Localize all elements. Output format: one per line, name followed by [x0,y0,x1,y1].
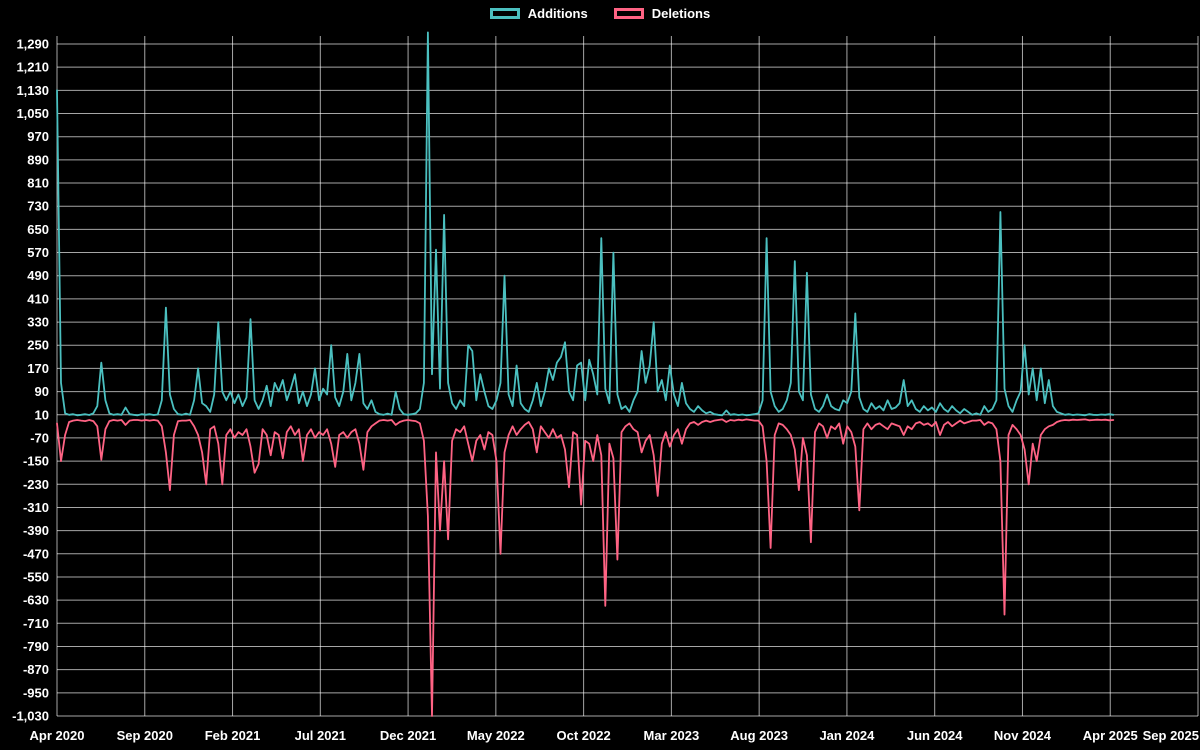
svg-text:-550: -550 [23,569,49,584]
svg-text:Jul 2021: Jul 2021 [295,728,346,743]
svg-text:410: 410 [27,291,49,306]
legend-label-deletions: Deletions [651,6,711,21]
svg-text:1,290: 1,290 [16,37,49,52]
svg-text:-790: -790 [23,639,49,654]
svg-text:-230: -230 [23,477,49,492]
svg-text:650: 650 [27,222,49,237]
svg-text:Jun 2024: Jun 2024 [907,728,963,743]
deletions-swatch-icon [613,8,644,19]
svg-text:-630: -630 [23,593,49,608]
chart-legend: Additions Deletions [0,6,1200,21]
svg-text:330: 330 [27,315,49,330]
svg-text:1,050: 1,050 [16,106,49,121]
svg-text:-470: -470 [23,546,49,561]
svg-text:-390: -390 [23,523,49,538]
svg-text:-1,030: -1,030 [12,709,49,724]
svg-text:Aug 2023: Aug 2023 [730,728,788,743]
svg-text:-150: -150 [23,454,49,469]
svg-text:Dec 2021: Dec 2021 [380,728,436,743]
svg-text:-870: -870 [23,662,49,677]
svg-text:Mar 2023: Mar 2023 [644,728,700,743]
additions-swatch-icon [489,8,520,19]
svg-text:Jan 2024: Jan 2024 [819,728,875,743]
svg-text:1,130: 1,130 [16,83,49,98]
svg-text:970: 970 [27,129,49,144]
svg-text:170: 170 [27,361,49,376]
svg-text:730: 730 [27,199,49,214]
svg-text:490: 490 [27,268,49,283]
svg-text:-950: -950 [23,685,49,700]
svg-text:250: 250 [27,338,49,353]
svg-text:90: 90 [35,384,49,399]
svg-text:Sep 2020: Sep 2020 [117,728,173,743]
legend-label-additions: Additions [527,6,588,21]
svg-text:Apr 2020: Apr 2020 [30,728,85,743]
svg-text:810: 810 [27,176,49,191]
svg-text:890: 890 [27,152,49,167]
svg-text:Sep 2025: Sep 2025 [1143,728,1199,743]
svg-text:Apr 2025: Apr 2025 [1083,728,1138,743]
svg-text:Oct 2022: Oct 2022 [557,728,611,743]
svg-text:570: 570 [27,245,49,260]
svg-text:Nov 2024: Nov 2024 [994,728,1052,743]
svg-text:1,210: 1,210 [16,60,49,75]
svg-text:10: 10 [35,407,49,422]
svg-text:-70: -70 [30,430,49,445]
svg-text:-710: -710 [23,616,49,631]
legend-item-additions[interactable]: Additions [489,6,588,21]
svg-text:Feb 2021: Feb 2021 [205,728,261,743]
legend-item-deletions[interactable]: Deletions [613,6,711,21]
svg-text:-310: -310 [23,500,49,515]
svg-text:May 2022: May 2022 [467,728,525,743]
